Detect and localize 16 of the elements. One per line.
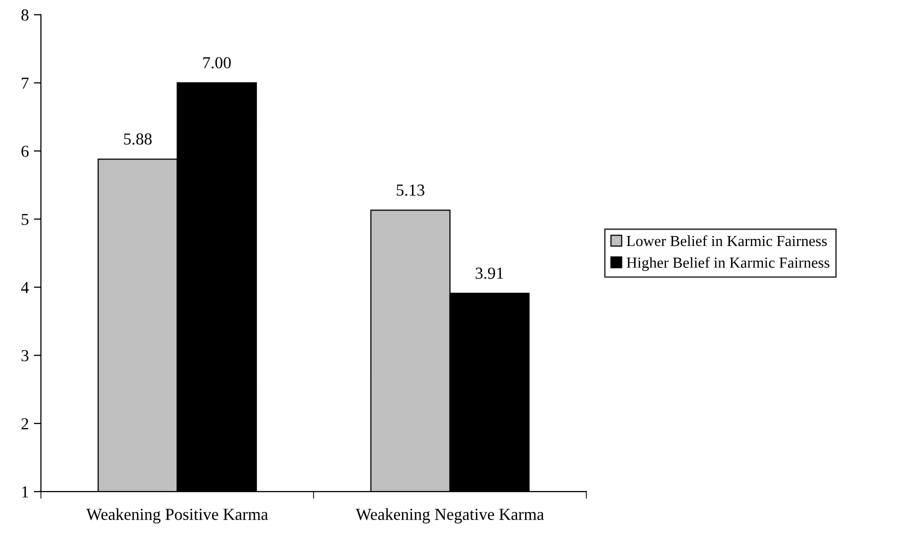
data-label: 5.88 bbox=[124, 133, 152, 145]
y-tick-label: 1 bbox=[22, 486, 28, 498]
y-tick-label: 5 bbox=[22, 214, 28, 226]
y-tick-label: 8 bbox=[21, 9, 28, 21]
data-label: 7.00 bbox=[203, 57, 231, 68]
x-tick-label: Weakening Positive Karma bbox=[86, 508, 268, 524]
legend-label: Higher Belief in Karmic Fairness bbox=[626, 256, 830, 271]
y-tick-label: 2 bbox=[22, 418, 28, 430]
y-tick-label: 3 bbox=[22, 350, 28, 362]
y-tick-label: 4 bbox=[21, 282, 29, 293]
y-tick-label: 7 bbox=[22, 78, 29, 89]
x-tick-label: Weakening Negative Karma bbox=[356, 508, 544, 524]
data-label: 3.91 bbox=[476, 268, 504, 279]
legend-label: Lower Belief in Karmic Fairness bbox=[626, 235, 827, 246]
y-tick-label: 6 bbox=[21, 146, 29, 157]
data-label: 5.13 bbox=[396, 184, 424, 196]
